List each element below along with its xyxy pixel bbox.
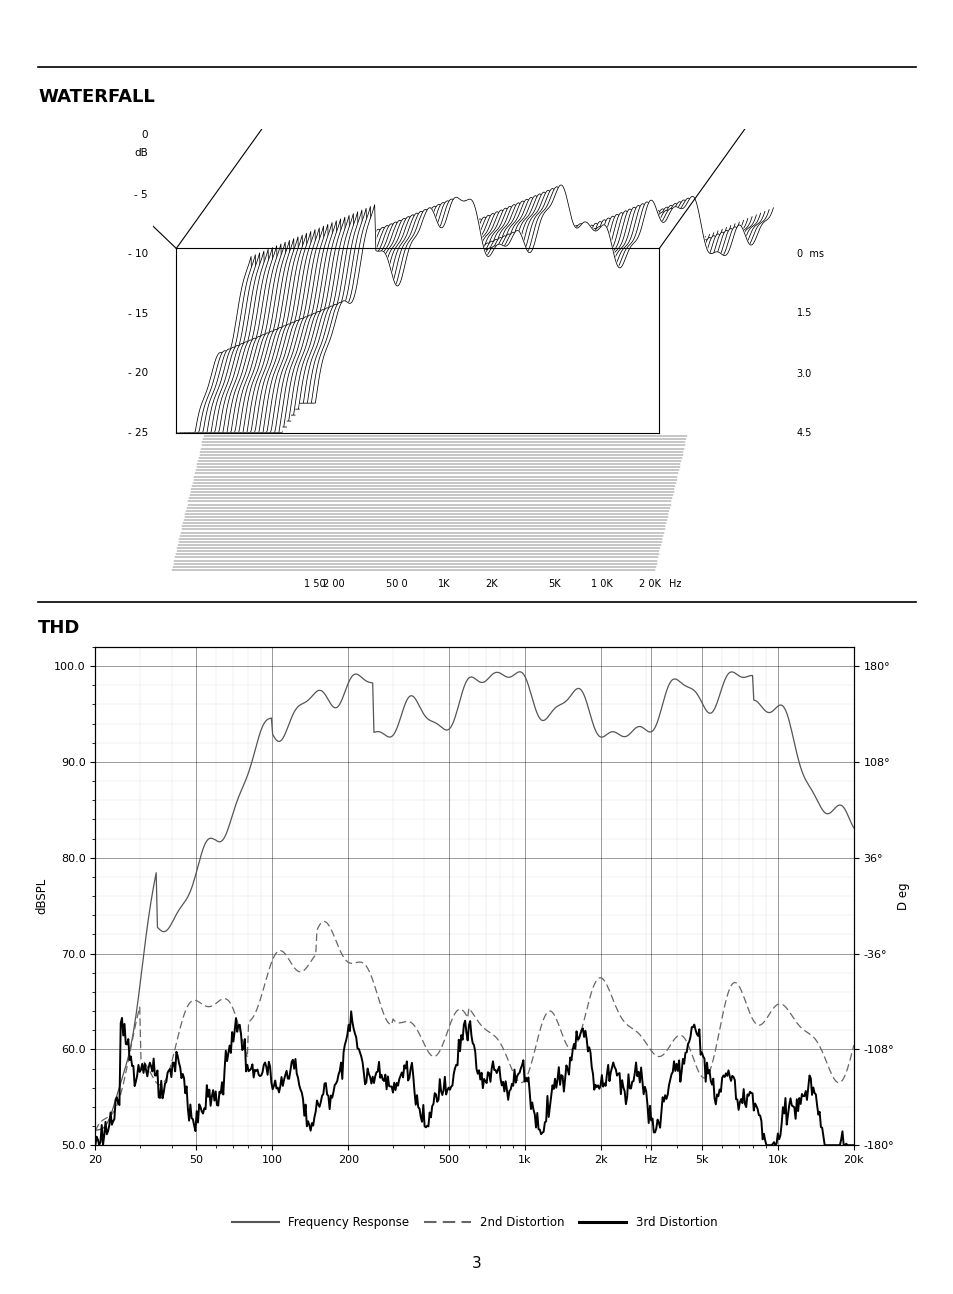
Text: 2K: 2K [485,578,497,589]
Text: 0  ms: 0 ms [796,250,822,259]
Text: S800Na: S800Na [51,22,159,45]
Text: WATERFALL: WATERFALL [38,88,154,106]
Text: 4.5: 4.5 [796,428,811,437]
Text: 5K: 5K [548,578,560,589]
Text: 2 0K: 2 0K [639,578,660,589]
Text: 3: 3 [472,1255,481,1271]
Text: dB: dB [134,149,148,158]
Text: 1 50: 1 50 [303,578,325,589]
Y-axis label: dBSPL: dBSPL [35,877,49,915]
Text: Hz: Hz [668,578,680,589]
Text: 1 0K: 1 0K [591,578,613,589]
Text: 0: 0 [141,131,148,140]
Legend: Frequency Response, 2nd Distortion, 3rd Distortion: Frequency Response, 2nd Distortion, 3rd … [227,1211,721,1234]
Y-axis label: D eg: D eg [896,883,909,910]
Text: - 15: - 15 [128,309,148,318]
Text: - 25: - 25 [128,428,148,437]
Text: 1.5: 1.5 [796,308,811,318]
Text: - 10: - 10 [128,250,148,259]
Text: - 20: - 20 [128,369,148,378]
Text: THD: THD [38,619,80,637]
Text: 50 0: 50 0 [386,578,407,589]
Text: 1K: 1K [437,578,450,589]
Text: 3.0: 3.0 [796,369,811,379]
Text: - 5: - 5 [134,190,148,199]
Text: 2 00: 2 00 [323,578,345,589]
